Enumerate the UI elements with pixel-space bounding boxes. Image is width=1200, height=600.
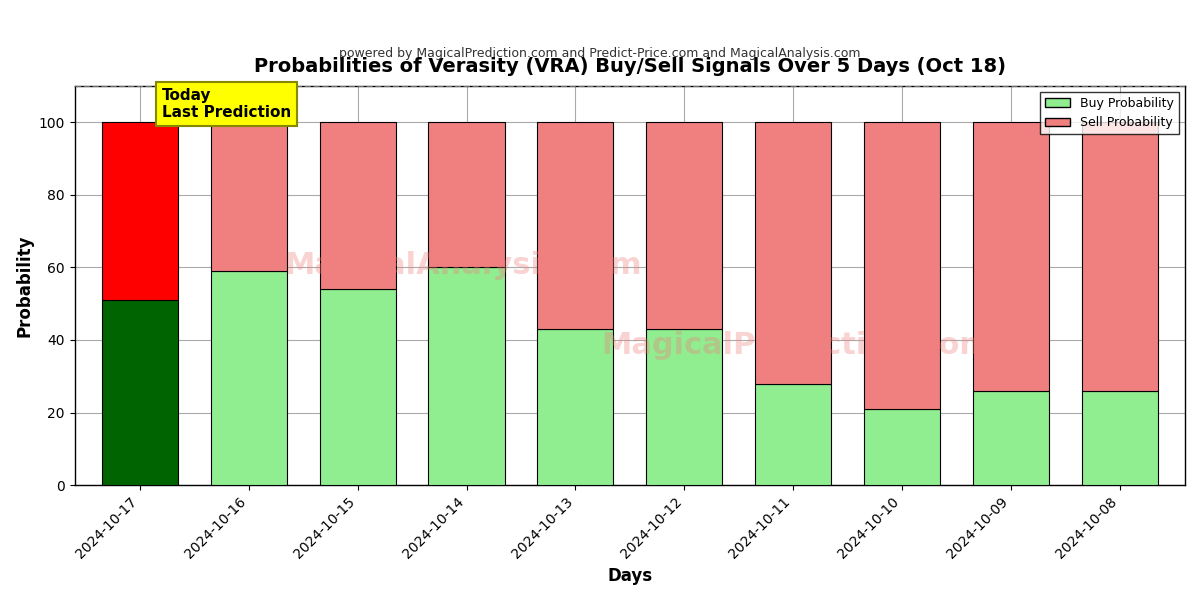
- Bar: [211, 271, 287, 485]
- Bar: [864, 409, 940, 485]
- Bar: [319, 122, 396, 289]
- Bar: [102, 300, 178, 485]
- Text: Today
Last Prediction: Today Last Prediction: [162, 88, 290, 120]
- Y-axis label: Probability: Probability: [16, 234, 34, 337]
- Bar: [211, 122, 287, 271]
- Bar: [755, 383, 832, 485]
- Bar: [1081, 391, 1158, 485]
- Bar: [1081, 122, 1158, 391]
- Bar: [646, 122, 722, 329]
- Legend: Buy Probability, Sell Probability: Buy Probability, Sell Probability: [1040, 92, 1178, 134]
- Bar: [973, 391, 1049, 485]
- Text: powered by MagicalPrediction.com and Predict-Price.com and MagicalAnalysis.com: powered by MagicalPrediction.com and Pre…: [340, 47, 860, 61]
- Bar: [319, 289, 396, 485]
- Bar: [538, 329, 613, 485]
- Bar: [864, 122, 940, 409]
- Bar: [102, 122, 178, 300]
- Bar: [973, 122, 1049, 391]
- Bar: [428, 268, 505, 485]
- Bar: [646, 329, 722, 485]
- Bar: [428, 122, 505, 268]
- X-axis label: Days: Days: [607, 567, 653, 585]
- Text: MagicalAnalysis.com: MagicalAnalysis.com: [284, 251, 642, 280]
- Title: Probabilities of Verasity (VRA) Buy/Sell Signals Over 5 Days (Oct 18): Probabilities of Verasity (VRA) Buy/Sell…: [254, 57, 1006, 76]
- Bar: [755, 122, 832, 383]
- Text: MagicalPrediction.com: MagicalPrediction.com: [601, 331, 991, 360]
- Bar: [538, 122, 613, 329]
